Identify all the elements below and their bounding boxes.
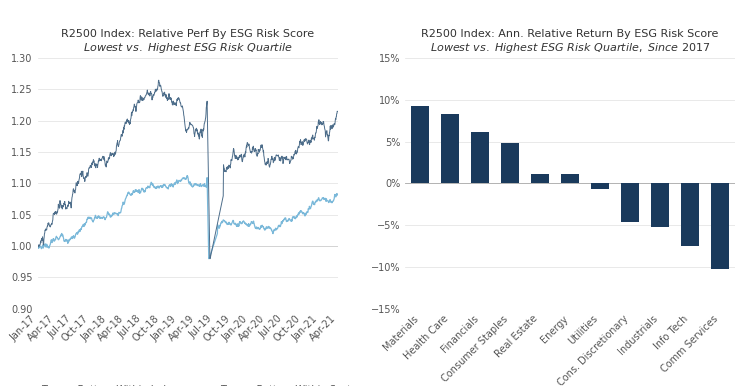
- Bar: [681, 183, 699, 246]
- Bar: [561, 174, 579, 183]
- Bar: [711, 183, 729, 269]
- Bar: [621, 183, 639, 222]
- Bar: [651, 183, 669, 227]
- Bar: [501, 143, 519, 183]
- Title: R2500 Index: Ann. Relative Return By ESG Risk Score
$\it{Lowest\ vs.\ Highest\ E: R2500 Index: Ann. Relative Return By ESG…: [422, 29, 718, 55]
- Bar: [591, 183, 609, 189]
- Bar: [531, 174, 549, 183]
- Bar: [471, 132, 489, 183]
- Bar: [411, 105, 429, 183]
- Title: R2500 Index: Relative Perf By ESG Risk Score
$\it{Lowest\ vs.\ Highest\ ESG\ Ris: R2500 Index: Relative Perf By ESG Risk S…: [61, 29, 314, 55]
- Bar: [441, 114, 459, 183]
- Legend: Top vs. Bottom Within Index, Top vs. Bottom Within Sectors: Top vs. Bottom Within Index, Top vs. Bot…: [5, 381, 370, 386]
